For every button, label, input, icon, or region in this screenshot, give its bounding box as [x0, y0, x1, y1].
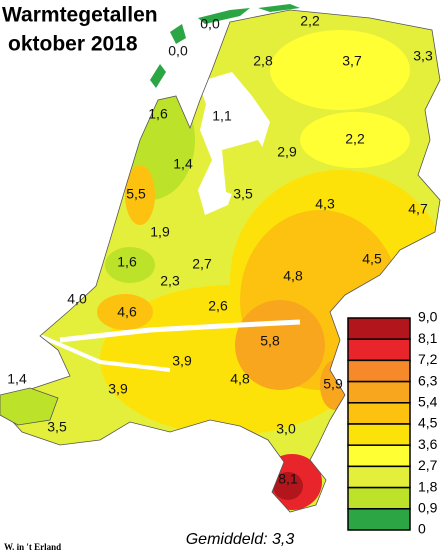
map-label: 0,0: [200, 16, 220, 32]
map-label: 2,3: [160, 273, 180, 289]
legend-swatch: [347, 465, 411, 489]
legend-label: 3,6: [418, 436, 438, 452]
map-label: 2,9: [277, 144, 297, 160]
legend-label: 0: [418, 521, 426, 537]
map-label: 1,1: [212, 108, 232, 124]
map-label: 1,4: [173, 156, 193, 172]
legend-swatch: [347, 380, 411, 404]
map-label: 3,5: [233, 186, 253, 202]
legend-label: 7,2: [418, 351, 438, 367]
map-label: 1,6: [148, 106, 168, 122]
island: [0, 387, 59, 426]
map-label: 2,2: [300, 13, 320, 29]
legend-label: 6,3: [418, 372, 438, 388]
credit: W. in 't Erland: [4, 542, 61, 552]
legend-swatch: [347, 338, 411, 362]
legend-label: 8,1: [418, 330, 438, 346]
map-label: 4,8: [230, 371, 250, 387]
legend-label: 0,9: [418, 500, 438, 516]
map-label: 1,9: [150, 224, 170, 240]
map-label: 2,8: [253, 53, 273, 69]
map-label: 2,7: [192, 256, 212, 272]
legend: 9,0 8,1 7,2 6,3 5,4 4,5 3,6 2,7 1,8 0,9 0: [347, 309, 438, 537]
map-labels: 0,0 0,0 2,2 2,8 3,7 3,3 1,6 1,1 2,2 2,9 1,4 5,5 3,5 4…: [7, 13, 433, 487]
legend-swatch: [347, 402, 411, 425]
map-label: 3,3: [413, 48, 433, 64]
legend-swatch: [347, 508, 411, 531]
map-label: 4,7: [408, 201, 428, 217]
subtitle: oktober 2018: [8, 33, 138, 56]
map-label: 4,5: [362, 251, 382, 267]
legend-label: 4,5: [418, 415, 438, 431]
map-label: 3,5: [47, 419, 67, 435]
map-label: 3,9: [108, 381, 128, 397]
legend-label: 1,8: [418, 478, 438, 494]
title: Warmtegetallen: [2, 4, 158, 27]
legend-label: 2,7: [418, 457, 438, 473]
map-label: 3,0: [276, 421, 296, 437]
legend-swatch: [347, 317, 411, 340]
map-label: 4,6: [117, 304, 137, 320]
map-label: 2,6: [208, 298, 228, 314]
legend-label: 9,0: [418, 309, 438, 325]
map-label: 1,6: [117, 254, 137, 270]
map-label: 5,8: [260, 333, 280, 349]
map-label: 4,0: [67, 291, 87, 307]
map-label: 5,9: [323, 376, 343, 392]
legend-swatch: [347, 359, 411, 383]
map-label: 4,8: [283, 268, 303, 284]
map-label: 0,0: [168, 43, 188, 59]
legend-label: 5,4: [418, 394, 438, 410]
map-label: 3,7: [342, 53, 362, 69]
legend-swatch: [347, 444, 411, 468]
legend-swatch: [347, 423, 411, 446]
map-label: 3,9: [172, 353, 192, 369]
map-label: 1,4: [7, 371, 27, 387]
map-label: 8,1: [278, 471, 298, 487]
map-label: 2,2: [345, 131, 365, 147]
legend-swatch: [347, 486, 411, 510]
map-label: 5,5: [126, 186, 146, 202]
average: Gemiddeld: 3,3: [186, 531, 295, 548]
map-label: 4,3: [315, 196, 335, 212]
